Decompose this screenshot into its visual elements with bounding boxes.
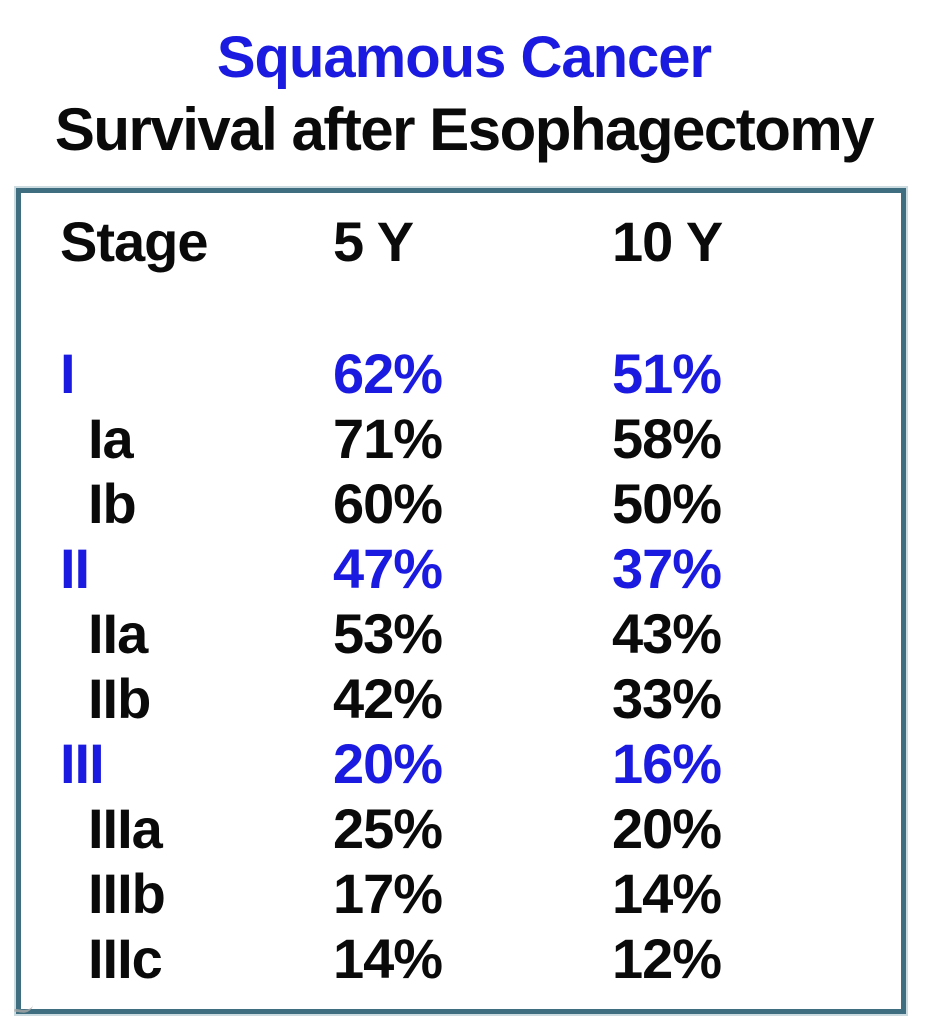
value-10y: 33% [612,667,722,730]
table-row: I 62% 51% [60,341,901,406]
table-row: Ia 71% 58% [60,406,901,471]
stage-label: I [60,342,76,405]
table-row: III 20% 16% [60,731,901,796]
value-5y: 20% [333,732,443,795]
stage-label: IIIc [88,927,163,990]
value-5y: 25% [333,797,443,860]
stage-label: IIa [88,602,148,665]
stage-label: IIIb [88,862,166,925]
survival-table: Stage 5 Y 10 Y I 62% 51% Ia 71% 58% Ib 6… [13,188,906,1015]
stage-label: III [60,732,105,795]
column-header-10y: 10 Y [612,210,723,273]
value-10y: 14% [612,862,722,925]
stage-label: Ia [88,407,134,470]
table-row: Ib 60% 50% [60,471,901,536]
header-gap [60,274,901,341]
column-header-stage: Stage [60,210,209,273]
stage-label: Ib [88,472,137,535]
value-10y: 16% [612,732,722,795]
value-5y: 60% [333,472,443,535]
value-10y: 12% [612,927,722,990]
value-10y: 51% [612,342,722,405]
value-5y: 62% [333,342,443,405]
table-row: IIa 53% 43% [60,601,901,666]
table-row: IIIc 14% 12% [60,926,901,991]
corner-artifact [13,995,35,1015]
table-row: IIb 42% 33% [60,666,901,731]
stage-label: IIb [88,667,151,730]
value-5y: 14% [333,927,443,990]
value-10y: 43% [612,602,722,665]
value-10y: 37% [612,537,722,600]
table-row: IIIa 25% 20% [60,796,901,861]
table-row: II 47% 37% [60,536,901,601]
slide-title-line1: Squamous Cancer [216,25,712,90]
stage-label: II [60,537,90,600]
value-10y: 20% [612,797,722,860]
value-5y: 17% [333,862,443,925]
table-header-row: Stage 5 Y 10 Y [60,209,901,274]
value-10y: 50% [612,472,722,535]
value-5y: 47% [333,537,443,600]
value-5y: 42% [333,667,443,730]
table-row: IIIb 17% 14% [60,861,901,926]
value-10y: 58% [612,407,722,470]
value-5y: 71% [333,407,443,470]
slide-title-line2: Survival after Esophagectomy [54,96,875,163]
column-header-5y: 5 Y [333,210,414,273]
stage-label: IIIa [88,797,163,860]
value-5y: 53% [333,602,443,665]
